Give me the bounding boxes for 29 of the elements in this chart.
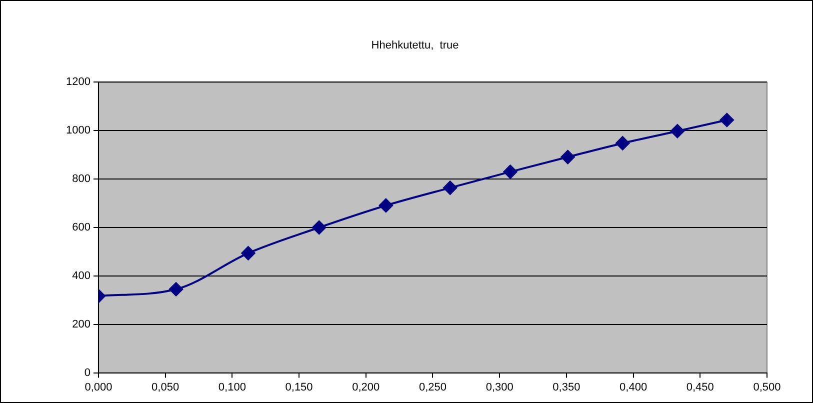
- x-tick-label: 0,300: [486, 381, 514, 394]
- y-tick-label: 600: [72, 222, 90, 234]
- point: [670, 124, 684, 138]
- x-tick-label: 0,050: [152, 381, 180, 394]
- point: [169, 282, 184, 296]
- chart-title: Hhehkutettu, true: [371, 40, 459, 52]
- x-tick-label: 0,100: [218, 381, 246, 394]
- x-tick-label: 0,000: [84, 381, 112, 394]
- y-tick-label: 200: [72, 318, 90, 330]
- y-tick-label: 1000: [66, 124, 90, 137]
- x-tick-label: 0,400: [620, 381, 648, 394]
- y-tick-label: 400: [72, 270, 90, 282]
- point: [443, 180, 458, 195]
- point: [241, 246, 256, 260]
- x-tick-label: 0,150: [285, 381, 313, 394]
- point: [312, 220, 326, 234]
- y-tick-label: 0: [84, 366, 90, 379]
- x-tick-label: 0,200: [352, 381, 380, 394]
- x-tick-label: 0,250: [418, 381, 446, 394]
- point: [616, 136, 630, 150]
- y-tick-label: 800: [72, 173, 90, 186]
- y-tick-label: 1200: [66, 76, 90, 88]
- x-tick-label: 0,450: [686, 381, 714, 394]
- point: [560, 150, 575, 164]
- point: [503, 164, 518, 179]
- point: [720, 112, 734, 127]
- x-tick-label: 0,500: [753, 381, 781, 394]
- point: [378, 198, 393, 212]
- x-tick-label: 0,350: [552, 381, 580, 394]
